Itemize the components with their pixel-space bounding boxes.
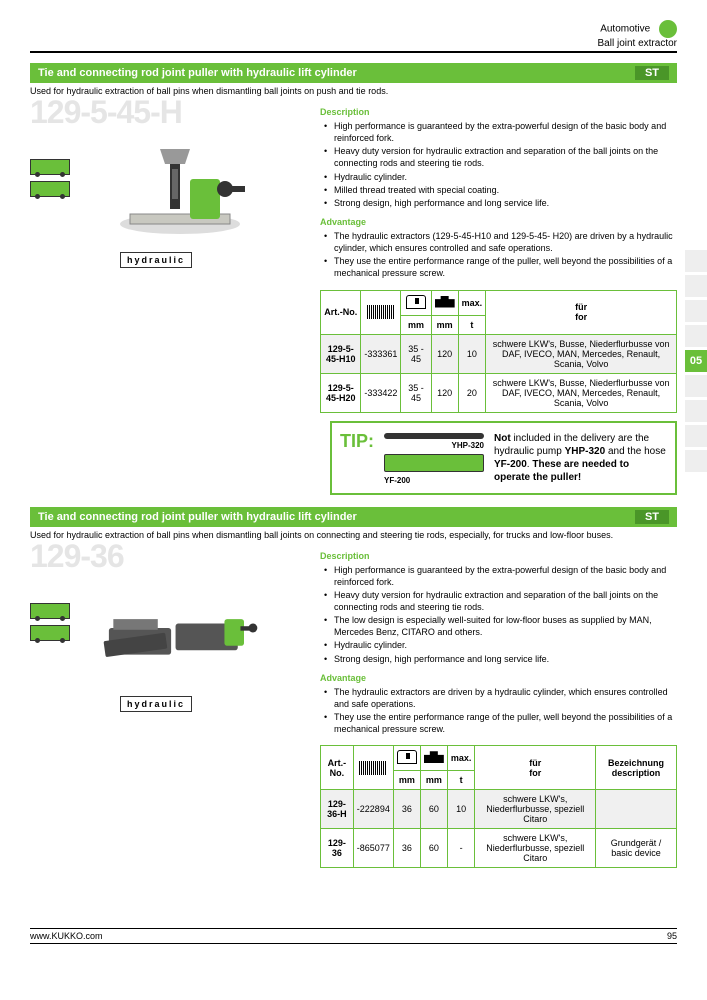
span-icon [406,295,426,309]
truck-icon [30,181,70,197]
table-row: 129-36 -865077 36 60 - schwere LKW's, Ni… [321,829,677,868]
col-max: max. [447,746,475,771]
unit-mm: mm [393,771,420,790]
barcode-icon [367,305,395,319]
col-for: für for [486,290,677,334]
header-subtitle: Ball joint extractor [598,38,677,49]
st-badge: ST [635,66,669,80]
vehicle-icons [30,603,70,647]
clamp-icon [424,751,444,763]
st-badge: ST [635,510,669,524]
advantage-list: The hydraulic extractors are driven by a… [320,686,677,736]
vehicle-icons [30,159,70,203]
col-clamp-icon [420,746,447,771]
tip-label: TIP: [340,431,374,452]
clamp-icon [435,296,455,308]
span-icon [397,750,417,764]
list-item: Strong design, high performance and long… [320,197,677,209]
unit-mm: mm [431,315,458,334]
col-art: Art.-No. [321,746,354,790]
section-header-1: Tie and connecting rod joint puller with… [30,63,677,83]
model-number: 129-36 [30,538,124,575]
unit-mm: mm [401,315,431,334]
description-heading: Description [320,551,677,561]
col-bez: Bezeichnung description [596,746,677,790]
list-item: They use the entire performance range of… [320,711,677,735]
advantage-heading: Advantage [320,673,677,683]
model-number: 129-5-45-H [30,94,182,131]
list-item: The hydraulic extractors are driven by a… [320,686,677,710]
list-item: Hydraulic cylinder. [320,639,677,651]
tip-box: TIP: YHP-320 YF-200 Not included in the … [330,421,677,495]
footer-url: www.KUKKO.com [30,931,103,941]
side-tab [685,250,707,272]
list-item: The low design is especially well-suited… [320,614,677,638]
description-heading: Description [320,107,677,117]
side-tab [685,325,707,347]
table-row: 129-5-45-H20 -333422 35 - 45 120 20 schw… [321,373,677,412]
yhp-label: YHP-320 [384,441,484,450]
brand-circle-icon [659,20,677,38]
col-for: für for [475,746,596,790]
side-tab [685,275,707,297]
list-item: Heavy duty version for hydraulic extract… [320,145,677,169]
description-list: High performance is guaranteed by the ex… [320,564,677,665]
table-row: 129-5-45-H10 -333361 35 - 45 120 10 schw… [321,334,677,373]
spec-table-1: Art.-No. max. für for mm mm t 129-5-45-H… [320,290,677,413]
pump-icon [384,454,484,472]
section-title: Tie and connecting rod joint puller with… [38,511,357,523]
product-image [100,129,310,242]
bus-icon [30,603,70,619]
tip-text: Not included in the delivery are the hyd… [494,432,667,484]
description-list: High performance is guaranteed by the ex… [320,120,677,209]
section-title: Tie and connecting rod joint puller with… [38,67,357,79]
hydraulic-badge: hydraulic [120,696,192,712]
unit-t: t [458,315,486,334]
tip-image: YHP-320 YF-200 [384,431,484,485]
side-tab [685,375,707,397]
side-tab [685,400,707,422]
advantage-heading: Advantage [320,217,677,227]
page-footer: www.KUKKO.com 95 [30,928,677,944]
col-barcode [361,290,401,334]
list-item: Hydraulic cylinder. [320,171,677,183]
product-image [100,573,310,686]
list-item: The hydraulic extractors (129-5-45-H10 a… [320,230,677,254]
usage-text: Used for hydraulic extraction of ball pi… [30,527,677,543]
section-body-2: 129-36 hydraulic Description High perfor… [30,543,677,869]
list-item: They use the entire performance range of… [320,255,677,279]
advantage-list: The hydraulic extractors (129-5-45-H10 a… [320,230,677,280]
list-item: Heavy duty version for hydraulic extract… [320,589,677,613]
col-span-icon [393,746,420,771]
list-item: High performance is guaranteed by the ex… [320,564,677,588]
col-barcode [353,746,393,790]
unit-t: t [447,771,475,790]
col-span-icon [401,290,431,315]
page-number: 95 [667,931,677,941]
barcode-icon [359,761,387,775]
unit-mm: mm [420,771,447,790]
bus-icon [30,159,70,175]
side-tab [685,300,707,322]
side-tab [685,450,707,472]
header-title: Automotive [600,24,650,35]
col-art: Art.-No. [321,290,361,334]
col-clamp-icon [431,290,458,315]
section-header-2: Tie and connecting rod joint puller with… [30,507,677,527]
hydraulic-badge: hydraulic [120,252,192,268]
table-row: 129-36-H -222894 36 60 10 schwere LKW's,… [321,790,677,829]
list-item: High performance is guaranteed by the ex… [320,120,677,144]
truck-icon [30,625,70,641]
page-header: Automotive Ball joint extractor [30,20,677,53]
list-item: Milled thread treated with special coati… [320,184,677,196]
hose-icon [384,433,484,439]
side-tab [685,425,707,447]
side-tab-active: 05 [685,350,707,372]
col-max: max. [458,290,486,315]
list-item: Strong design, high performance and long… [320,653,677,665]
yf-label: YF-200 [384,476,484,485]
section-body-1: 129-5-45-H hydraulic Description High pe… [30,99,677,413]
side-tabs: 05 [685,250,707,475]
spec-table-2: Art.-No. max. für for Bezeichnung descri… [320,745,677,868]
